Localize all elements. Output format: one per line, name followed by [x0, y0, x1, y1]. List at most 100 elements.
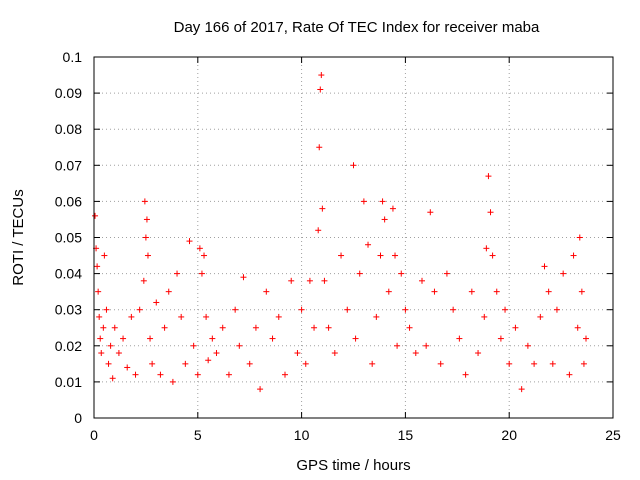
y-tick-label: 0.09 [55, 85, 82, 101]
data-points [92, 72, 590, 393]
data-point [302, 360, 309, 367]
data-point [524, 342, 531, 349]
data-point [431, 288, 438, 295]
data-point [198, 270, 205, 277]
data-point [201, 252, 208, 259]
data-point [257, 386, 264, 393]
data-point [294, 350, 301, 357]
y-tick-label: 0.01 [55, 374, 82, 390]
data-point [485, 173, 492, 180]
data-point [549, 360, 556, 367]
data-point [450, 306, 457, 313]
data-point [541, 263, 548, 270]
data-point [298, 306, 305, 313]
data-point [120, 335, 127, 342]
data-point [136, 306, 143, 313]
data-point [107, 342, 114, 349]
data-point [141, 198, 148, 205]
data-point [157, 371, 164, 378]
data-point [149, 360, 156, 367]
data-point [140, 277, 147, 284]
data-point [412, 350, 419, 357]
data-point [144, 252, 151, 259]
data-point [186, 238, 193, 245]
data-point [124, 364, 131, 371]
data-point [406, 324, 413, 331]
x-tick-label: 10 [294, 427, 310, 443]
data-point [240, 274, 247, 281]
data-point [203, 313, 210, 320]
y-tick-label: 0.03 [55, 302, 82, 318]
data-point [100, 324, 107, 331]
y-tick-label: 0.06 [55, 193, 82, 209]
data-point [518, 386, 525, 393]
data-point [537, 313, 544, 320]
data-point [182, 360, 189, 367]
data-point [493, 288, 500, 295]
data-point [147, 335, 154, 342]
data-point [350, 162, 357, 169]
data-point [365, 241, 372, 248]
data-point [269, 335, 276, 342]
data-point [502, 306, 509, 313]
data-point [105, 360, 112, 367]
data-point [369, 360, 376, 367]
data-point [103, 306, 110, 313]
data-point [437, 360, 444, 367]
data-point [219, 324, 226, 331]
data-point [475, 350, 482, 357]
data-point [165, 288, 172, 295]
data-point [95, 288, 102, 295]
data-point [419, 277, 426, 284]
data-point [316, 144, 323, 151]
data-point [381, 216, 388, 223]
data-point [205, 357, 212, 364]
data-point [512, 324, 519, 331]
data-point [566, 371, 573, 378]
y-tick-label: 0 [74, 410, 82, 426]
data-point [462, 371, 469, 378]
data-point [427, 209, 434, 216]
data-point [394, 342, 401, 349]
data-point [456, 335, 463, 342]
data-point [246, 360, 253, 367]
data-point [574, 324, 581, 331]
y-axis-label: ROTI / TECUs [10, 189, 27, 285]
data-point [161, 324, 168, 331]
data-point [275, 313, 282, 320]
data-point [143, 216, 150, 223]
data-point [213, 350, 220, 357]
x-tick-label: 15 [398, 427, 414, 443]
data-point [560, 270, 567, 277]
data-point [583, 335, 590, 342]
data-point [553, 306, 560, 313]
x-tick-label: 25 [605, 427, 621, 443]
data-point [263, 288, 270, 295]
data-point [98, 350, 105, 357]
data-point [94, 263, 101, 270]
data-point [481, 313, 488, 320]
data-point [142, 234, 149, 241]
data-point [174, 270, 181, 277]
data-point [232, 306, 239, 313]
data-point [315, 227, 322, 234]
x-tick-label: 5 [194, 427, 202, 443]
data-point [306, 277, 313, 284]
data-point [92, 212, 99, 219]
data-point [331, 350, 338, 357]
y-tick-label: 0.04 [55, 266, 82, 282]
data-point [225, 371, 232, 378]
data-point [545, 288, 552, 295]
data-point [288, 277, 295, 284]
data-point [580, 360, 587, 367]
data-point [97, 335, 104, 342]
data-point [115, 350, 122, 357]
data-point [489, 252, 496, 259]
x-tick-label: 0 [90, 427, 98, 443]
x-tick-label: 20 [501, 427, 517, 443]
data-point [194, 371, 201, 378]
data-point [190, 342, 197, 349]
data-point [338, 252, 345, 259]
data-point [153, 299, 160, 306]
